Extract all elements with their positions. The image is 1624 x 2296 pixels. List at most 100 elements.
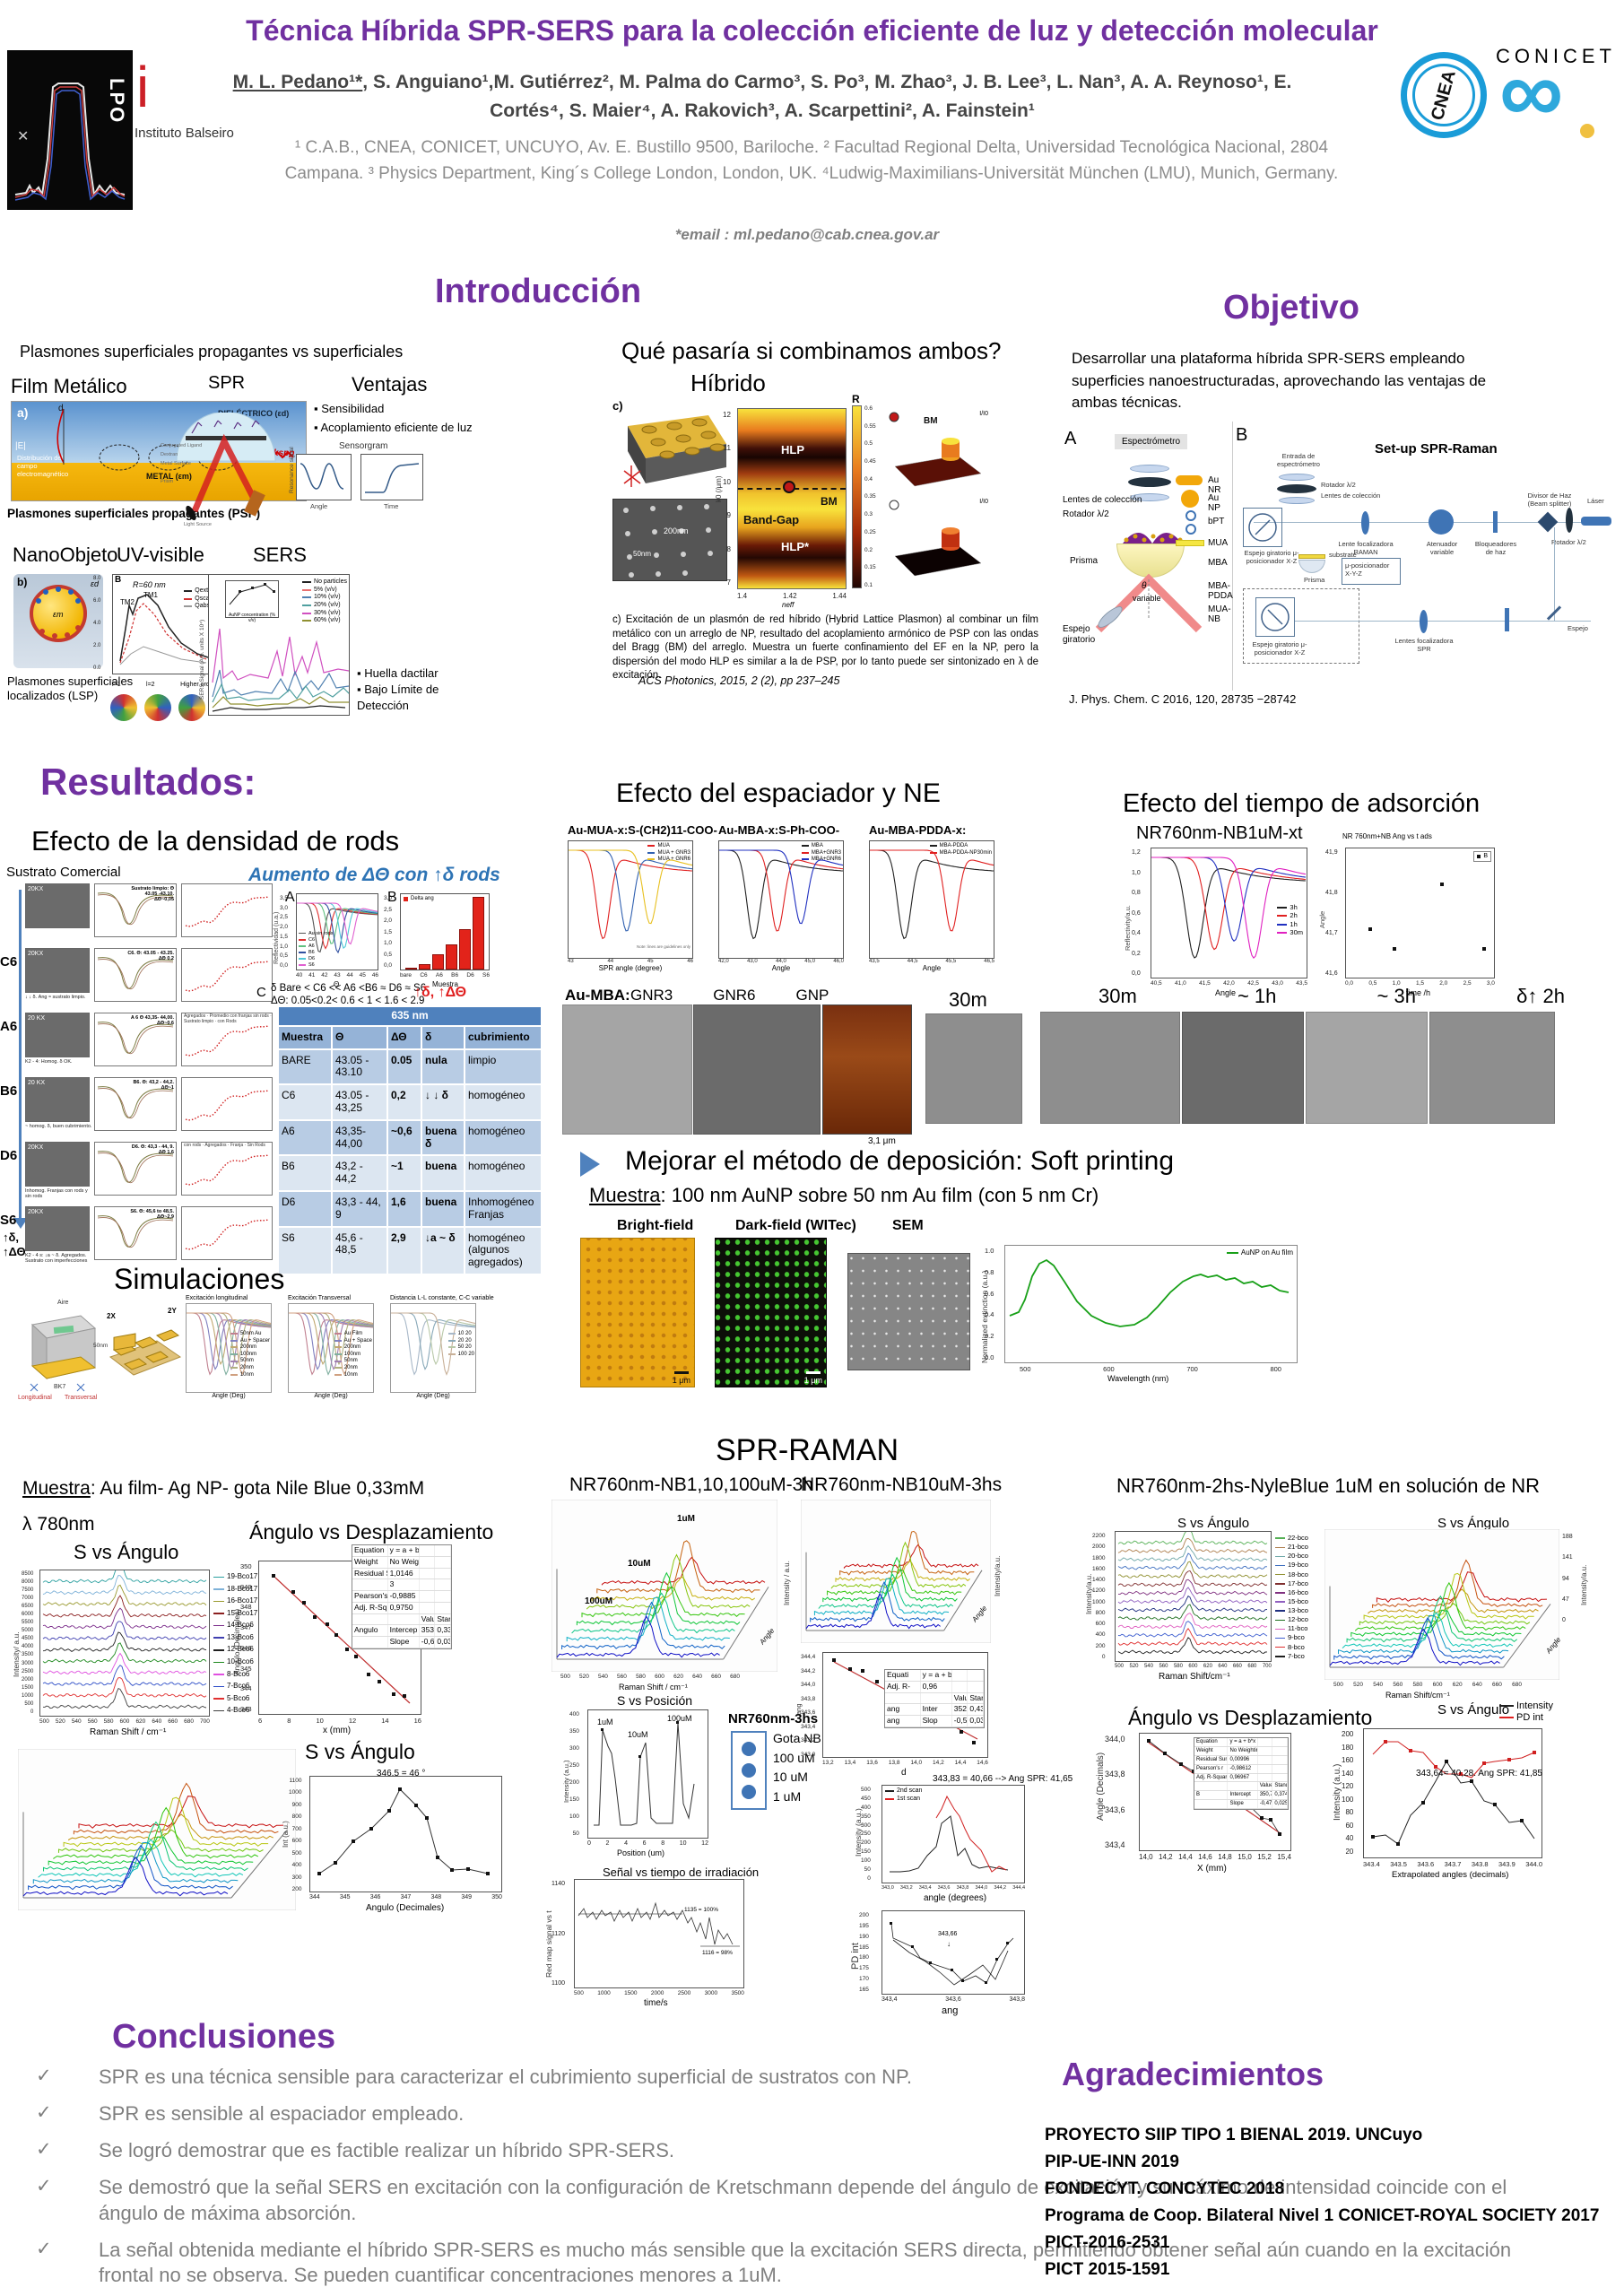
scan-plot: 2nd scan 1st scan: [881, 1785, 1025, 1883]
mode-spheres: [110, 694, 205, 721]
legend-item: MBA-PDDA-NP30min: [929, 850, 992, 857]
final-ylabel: Intensity (a.u.): [1333, 1763, 1342, 1821]
bullet-icon: ▪: [314, 420, 321, 434]
sim-plot-title: Excitación longitudinal: [186, 1295, 248, 1301]
row-scatter-plot: [181, 1206, 273, 1260]
stats-row: Slope-0,650,03151: [352, 1637, 451, 1648]
row-annotation: A 6 Θ 43,35- 44,00. ΔΘ~0,6: [130, 1015, 174, 1027]
row-resonance-plot: A 6 Θ 43,35- 44,00. ΔΘ~0,6: [94, 1013, 177, 1066]
stats-row: Slope-0,47660,02538: [1194, 1800, 1288, 1810]
theta-label: θ: [1142, 581, 1147, 591]
acs-citation: ACS Photonics, 2015, 2 (2), pp 237–245: [638, 674, 840, 687]
bullet-icon: ▪: [357, 666, 365, 680]
nr-xticks: 40,5 41,0 41,5 42,0 42,5 43,0 43,5: [1151, 980, 1307, 987]
avd-xlabel: x (mm): [323, 1726, 352, 1735]
legend-item: 100 20: [447, 1352, 474, 1358]
legend-item: 7-bco: [1275, 1652, 1308, 1660]
conclusion-item: ✓ Se demostró que la señal SERS en excit…: [36, 2175, 1524, 2225]
scatter-annotations: con rods · Agregados · Franja · Sin Rods: [184, 1143, 265, 1148]
scale-50nm: 50nm: [633, 550, 652, 558]
esp-gir2-label: Espejo giratorio μ-posicionador X-Z: [1252, 640, 1307, 657]
nr-ylabel: Reflectivity/a.u.: [1124, 905, 1132, 951]
row-note: K2 - 4 s: ↓a ~ δ. Agregados. Sustrato co…: [25, 1253, 88, 1265]
spr-label-metal: Metal Surface: [161, 461, 191, 466]
density-arrow-line: [19, 890, 22, 1220]
plot-b-yticks: 3,0 2,5 2,0 1,5 1,0 0,5 0,0: [384, 895, 393, 969]
peak-plot: [309, 1776, 502, 1892]
legend-item: 200nm: [230, 1344, 270, 1351]
irr-plot: 1135 = 100% 1116 = 98%: [574, 1879, 744, 1988]
hybrid-caption: c) Excitación de un plasmón de red híbri…: [612, 614, 1038, 682]
b-rotador-label: Rotador λ/2: [1321, 481, 1356, 489]
sim-plot-xlabel: Angle (Deg): [212, 1393, 246, 1399]
check-icon: ✓: [36, 2102, 52, 2124]
c-line2: ΔΘ: 0.05<0.2< 0.6 < 1 < 1.6 < 2.9: [271, 996, 425, 1006]
au-nr-label: Au NR: [1208, 475, 1221, 495]
legend-item: 13-bco: [1275, 1606, 1308, 1614]
density-row: 20KX Sustrato limpio: Θ 43.05 -43.10. ΔΘ…: [0, 881, 280, 945]
final-ann: 343,64= 40,28. Ang SPR: 41,85: [1416, 1769, 1542, 1779]
plot-a-ylabel: Reflectividad (u.a.): [274, 911, 280, 964]
table-header-cell: Muestra: [278, 1025, 332, 1049]
conclusion-item: ✓ Se logró demostrar que es factible rea…: [36, 2138, 1524, 2163]
plot-xticks: 42,0 43,0 44,0 45,0 46,0: [718, 959, 844, 964]
balseiro-icon: i: [136, 55, 150, 119]
legend-item: C6: [299, 937, 334, 943]
svp-title: S vs Posición: [617, 1693, 693, 1708]
irr-ann1: 1135 = 100%: [684, 1907, 719, 1913]
legend-item: 10 20: [447, 1331, 474, 1337]
time-labels: 30m ~ 1h ~ 3h δ↑ 2h: [1099, 985, 1565, 1008]
lens-bottom: [1130, 493, 1169, 501]
au-np-label: Au NP: [1208, 493, 1220, 513]
lpo-logo: ✕ LPO: [7, 50, 133, 210]
waterfall-mid2: [800, 1499, 992, 1644]
wf2-ylabel: Intensity/a.u.: [994, 1555, 1002, 1596]
time-sem-4: [1429, 1012, 1555, 1124]
conclusion-item: ✓ SPR es una técnica sensible para carac…: [36, 2065, 1524, 2090]
first-author: M. L. Pedano¹*: [232, 72, 363, 92]
row-sem-image: 20KX: [25, 948, 90, 993]
sim-schematic-2: 2X 2Y: [105, 1305, 184, 1396]
legend-item: 10% (v/v): [302, 594, 347, 601]
plot-xticks: 43 44 45 46: [568, 959, 693, 964]
espectrometro-box: Espectrómetro: [1115, 434, 1188, 449]
check-icon: ✓: [36, 2139, 52, 2161]
legend-item: 12-bco: [1275, 1615, 1308, 1623]
sim-plot-title: Distancia L-L constante, C-C variable: [390, 1295, 494, 1301]
sim-plot-frame: 50nm Au Au + Spacer 200nm 100nm 50nm 20nm 10nm: [186, 1303, 272, 1393]
brightfield-image: 1 μm: [580, 1238, 695, 1387]
legend-item: 12-Bco6: [213, 1646, 257, 1654]
svp-plot: 1uM 10uM 100uM: [587, 1709, 708, 1839]
entrada-label: Entrada de espectrómetro: [1277, 452, 1320, 468]
sem-image: [847, 1253, 970, 1370]
table-band: 635 nm: [278, 1006, 542, 1026]
heatmap-xticks: 1.4 1.42 1.44: [737, 592, 847, 600]
fit2-xlabel: d: [901, 1768, 907, 1778]
plot-b-legend-label: Delta ang: [411, 896, 434, 901]
conc3-label: 100uM: [585, 1596, 613, 1606]
beam-line-vert: [1554, 527, 1555, 621]
scan-legend: 2nd scan 1st scan: [885, 1787, 922, 1802]
stats-row: Pearson's -0,9885: [352, 1591, 451, 1603]
lente-raman-label: Lente focalizadora RAMAN: [1338, 540, 1394, 556]
wf3-yticks: 188 141 94 47 0: [1562, 1534, 1573, 1623]
row-scatter-plot: [181, 1077, 273, 1131]
density-row: B6 20 KX ~ homog. δ, buen cubrimiento. B…: [0, 1074, 280, 1139]
sim-plot-legend: 50nm Au Au + Spacer 200nm 100nm 50nm 20nm 10nm: [230, 1331, 270, 1378]
sers-plot: AuNP concentration (% v/v) No particles 5…: [208, 574, 352, 716]
sva-title-left: S vs Ángulo: [74, 1541, 179, 1563]
mode-sphere-1: [110, 694, 137, 721]
pd-xticks: 343,4 343,6 343,8: [881, 1996, 1025, 2003]
magnification-label: 20KX: [28, 1144, 44, 1151]
legend-item: 50nm Au: [230, 1331, 270, 1337]
espaciador-plot: Au-MBA-PDDA-x: MBA-PDDA MBA-PDDA-NP30min …: [869, 823, 994, 972]
bm-marker: [783, 481, 795, 493]
legend-item: 10-Bco6: [213, 1657, 257, 1666]
